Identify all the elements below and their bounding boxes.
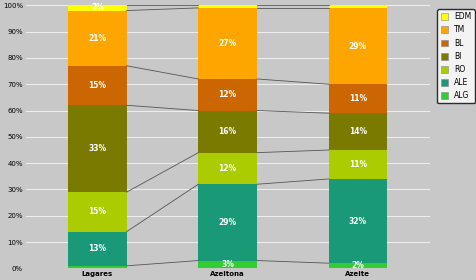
Text: 2%: 2% [351,261,364,270]
Bar [68,5,127,11]
Bar [68,66,127,105]
Text: 2%: 2% [91,3,104,12]
Bar [68,105,127,192]
Bar [328,8,387,84]
Text: 15%: 15% [88,81,106,90]
Legend: EDM, TM, BL, BI, RO, ALE, ALG: EDM, TM, BL, BI, RO, ALE, ALG [436,9,474,103]
Text: 12%: 12% [218,164,236,173]
Bar [328,179,387,263]
Bar [328,263,387,269]
Text: 27%: 27% [218,39,236,48]
Bar [68,232,127,266]
Bar [68,266,127,269]
Bar [328,150,387,179]
Bar [198,261,257,269]
Text: 29%: 29% [218,218,236,227]
Text: 16%: 16% [218,127,236,136]
Bar [198,111,257,153]
Text: 11%: 11% [348,94,366,103]
Bar [198,79,257,111]
Bar [198,184,257,261]
Bar [328,113,387,150]
Bar [68,11,127,66]
Text: 12%: 12% [218,90,236,99]
Bar [198,5,257,8]
Text: 15%: 15% [88,207,106,216]
Text: 11%: 11% [348,160,366,169]
Bar [68,192,127,232]
Text: 13%: 13% [88,244,106,253]
Text: 21%: 21% [88,34,106,43]
Text: 14%: 14% [348,127,366,136]
Bar [198,8,257,79]
Bar [328,84,387,113]
Text: 29%: 29% [348,41,366,51]
Bar [328,5,387,8]
Text: 3%: 3% [221,260,234,269]
Text: 33%: 33% [88,144,106,153]
Bar [198,153,257,184]
Text: 32%: 32% [348,216,366,226]
